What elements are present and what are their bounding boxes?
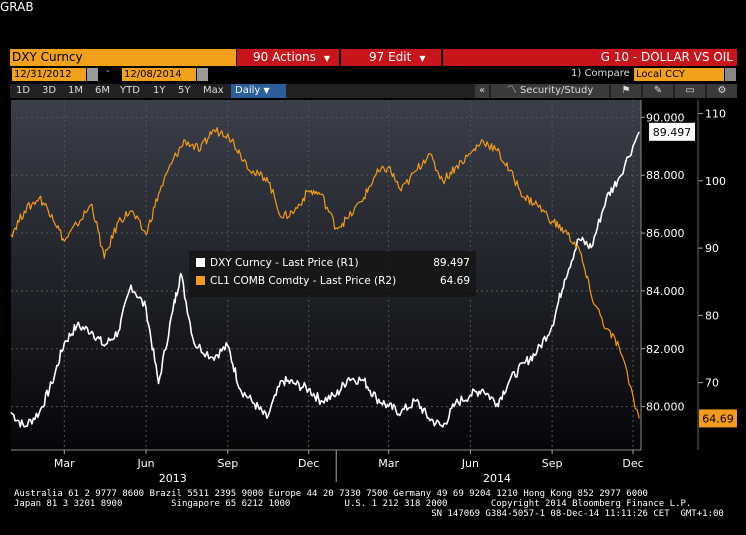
legend-swatch: [196, 276, 205, 285]
settings-button[interactable]: ⚙: [707, 84, 737, 98]
legend-value: 89.497: [433, 257, 470, 269]
frequency-label: Daily: [235, 85, 261, 96]
compare-dropdown-button[interactable]: [725, 68, 736, 81]
chart-line-icon: 〽: [506, 85, 517, 96]
x-tick-label: Sep: [217, 457, 238, 470]
calendar-icon[interactable]: [87, 68, 98, 81]
dxy-series-line: [10, 131, 640, 428]
chevron-down-icon: ▼: [323, 54, 331, 63]
timeframe-ytd[interactable]: YTD: [120, 85, 140, 96]
window-title: GRAB: [0, 0, 34, 14]
edit-label: 97 Edit: [369, 50, 412, 64]
legend-box: [189, 251, 476, 297]
chevron-down-icon: ▼: [263, 86, 270, 95]
legend-swatch: [196, 258, 205, 267]
legend-value: 64.69: [440, 275, 470, 287]
r2-axis: 70 80 90 100 110: [697, 100, 726, 450]
last-value-markers: 89.497 64.69: [649, 122, 737, 428]
r1-tick-label: 84.000: [646, 285, 685, 298]
dxy-last-value-box: [649, 122, 695, 141]
x-tick-label: Dec: [298, 457, 319, 470]
year-label: 2014: [483, 472, 511, 485]
x-tick-label: Jun: [136, 457, 154, 470]
date-separator: -: [106, 66, 110, 77]
x-tick-label: Sep: [542, 457, 563, 470]
r2-tick-label: 80: [705, 309, 719, 322]
dxy-last-value: 89.497: [653, 126, 692, 139]
compare-select[interactable]: Local CCY: [634, 68, 724, 81]
timeframe-1d[interactable]: 1D: [16, 85, 31, 96]
year-label: 2013: [159, 472, 187, 485]
edit-menu[interactable]: 97 Edit ▼: [341, 49, 441, 66]
cl1-last-value-box: [699, 409, 737, 428]
actions-label: 90 Actions: [253, 50, 316, 64]
r2-tick-label: 70: [705, 377, 719, 390]
collapse-button[interactable]: «: [475, 84, 489, 98]
r1-axis: 80.000 82.000 84.000 86.000 88.000 90.000: [640, 100, 685, 450]
pencil-icon: ✎: [653, 85, 663, 96]
chart-title: G 10 - DOLLAR VS OIL: [443, 49, 737, 66]
window-icon: ▭: [685, 85, 695, 96]
x-tick-label: Mar: [54, 457, 75, 470]
ticker-field[interactable]: DXY Curncy: [10, 49, 236, 66]
timeframe-1m[interactable]: 1M: [68, 85, 83, 96]
footer-line: Australia 61 2 9777 8600 Brazil 5511 239…: [14, 489, 648, 499]
r1-tick-label: 86.000: [646, 227, 685, 240]
footer: Australia 61 2 9777 8600 Brazil 5511 239…: [14, 489, 724, 519]
r1-tick-label: 80.000: [646, 401, 685, 414]
end-date-input[interactable]: 12/08/2014: [122, 68, 196, 81]
x-tick-label: Jun: [461, 457, 479, 470]
start-date-input[interactable]: 12/31/2012: [12, 68, 86, 81]
new-window-button[interactable]: ▭: [675, 84, 705, 98]
r1-tick-label: 90.000: [646, 111, 685, 124]
x-tick-label: Mar: [378, 457, 399, 470]
cl1-series-line: [10, 126, 640, 419]
timeframe-6m[interactable]: 6M: [95, 85, 110, 96]
flag-icon: ⚑: [621, 85, 631, 96]
chevron-down-icon: ▼: [419, 54, 426, 63]
r2-tick-label: 110: [705, 107, 726, 120]
gear-icon: ⚙: [717, 85, 727, 96]
compare-label: 1) Compare: [571, 68, 630, 79]
r2-tick-label: 90: [705, 242, 719, 255]
footer-line: SN 147069 G384-5057-1 08-Dec-14 11:11:26…: [14, 509, 724, 519]
series-layer: [10, 126, 640, 428]
security-study-label: Security/Study: [519, 85, 594, 96]
timeframe-max[interactable]: Max: [203, 85, 224, 96]
r2-tick-label: 100: [705, 175, 726, 188]
timeframe-3d[interactable]: 3D: [42, 85, 57, 96]
cl1-last-value: 64.69: [702, 412, 734, 425]
x-axis: Mar Jun Sep Dec Mar Jun Sep Dec 2013 2014: [11, 449, 644, 485]
footer-line: Japan 81 3 3201 8900 Singapore 65 6212 1…: [14, 499, 692, 509]
timeframe-1y[interactable]: 1Y: [153, 85, 166, 96]
frequency-select[interactable]: Daily ▼: [231, 84, 286, 98]
legend-label: CL1 COMB Comdty - Last Price (R2): [210, 275, 396, 287]
legend-label: DXY Curncy - Last Price (R1): [210, 257, 359, 269]
annotate-button[interactable]: ⚑: [611, 84, 641, 98]
timeframe-5y[interactable]: 5Y: [178, 85, 191, 96]
r1-tick-label: 82.000: [646, 343, 685, 356]
r1-tick-label: 88.000: [646, 169, 685, 182]
calendar-icon[interactable]: [197, 68, 208, 81]
edit-tool-button[interactable]: ✎: [643, 84, 673, 98]
security-study-button[interactable]: 〽 Security/Study: [491, 84, 609, 98]
x-tick-label: Dec: [622, 457, 643, 470]
actions-menu[interactable]: 90 Actions ▼: [237, 49, 339, 66]
legend: DXY Curncy - Last Price (R1) 89.497 CL1 CO…: [189, 251, 476, 297]
